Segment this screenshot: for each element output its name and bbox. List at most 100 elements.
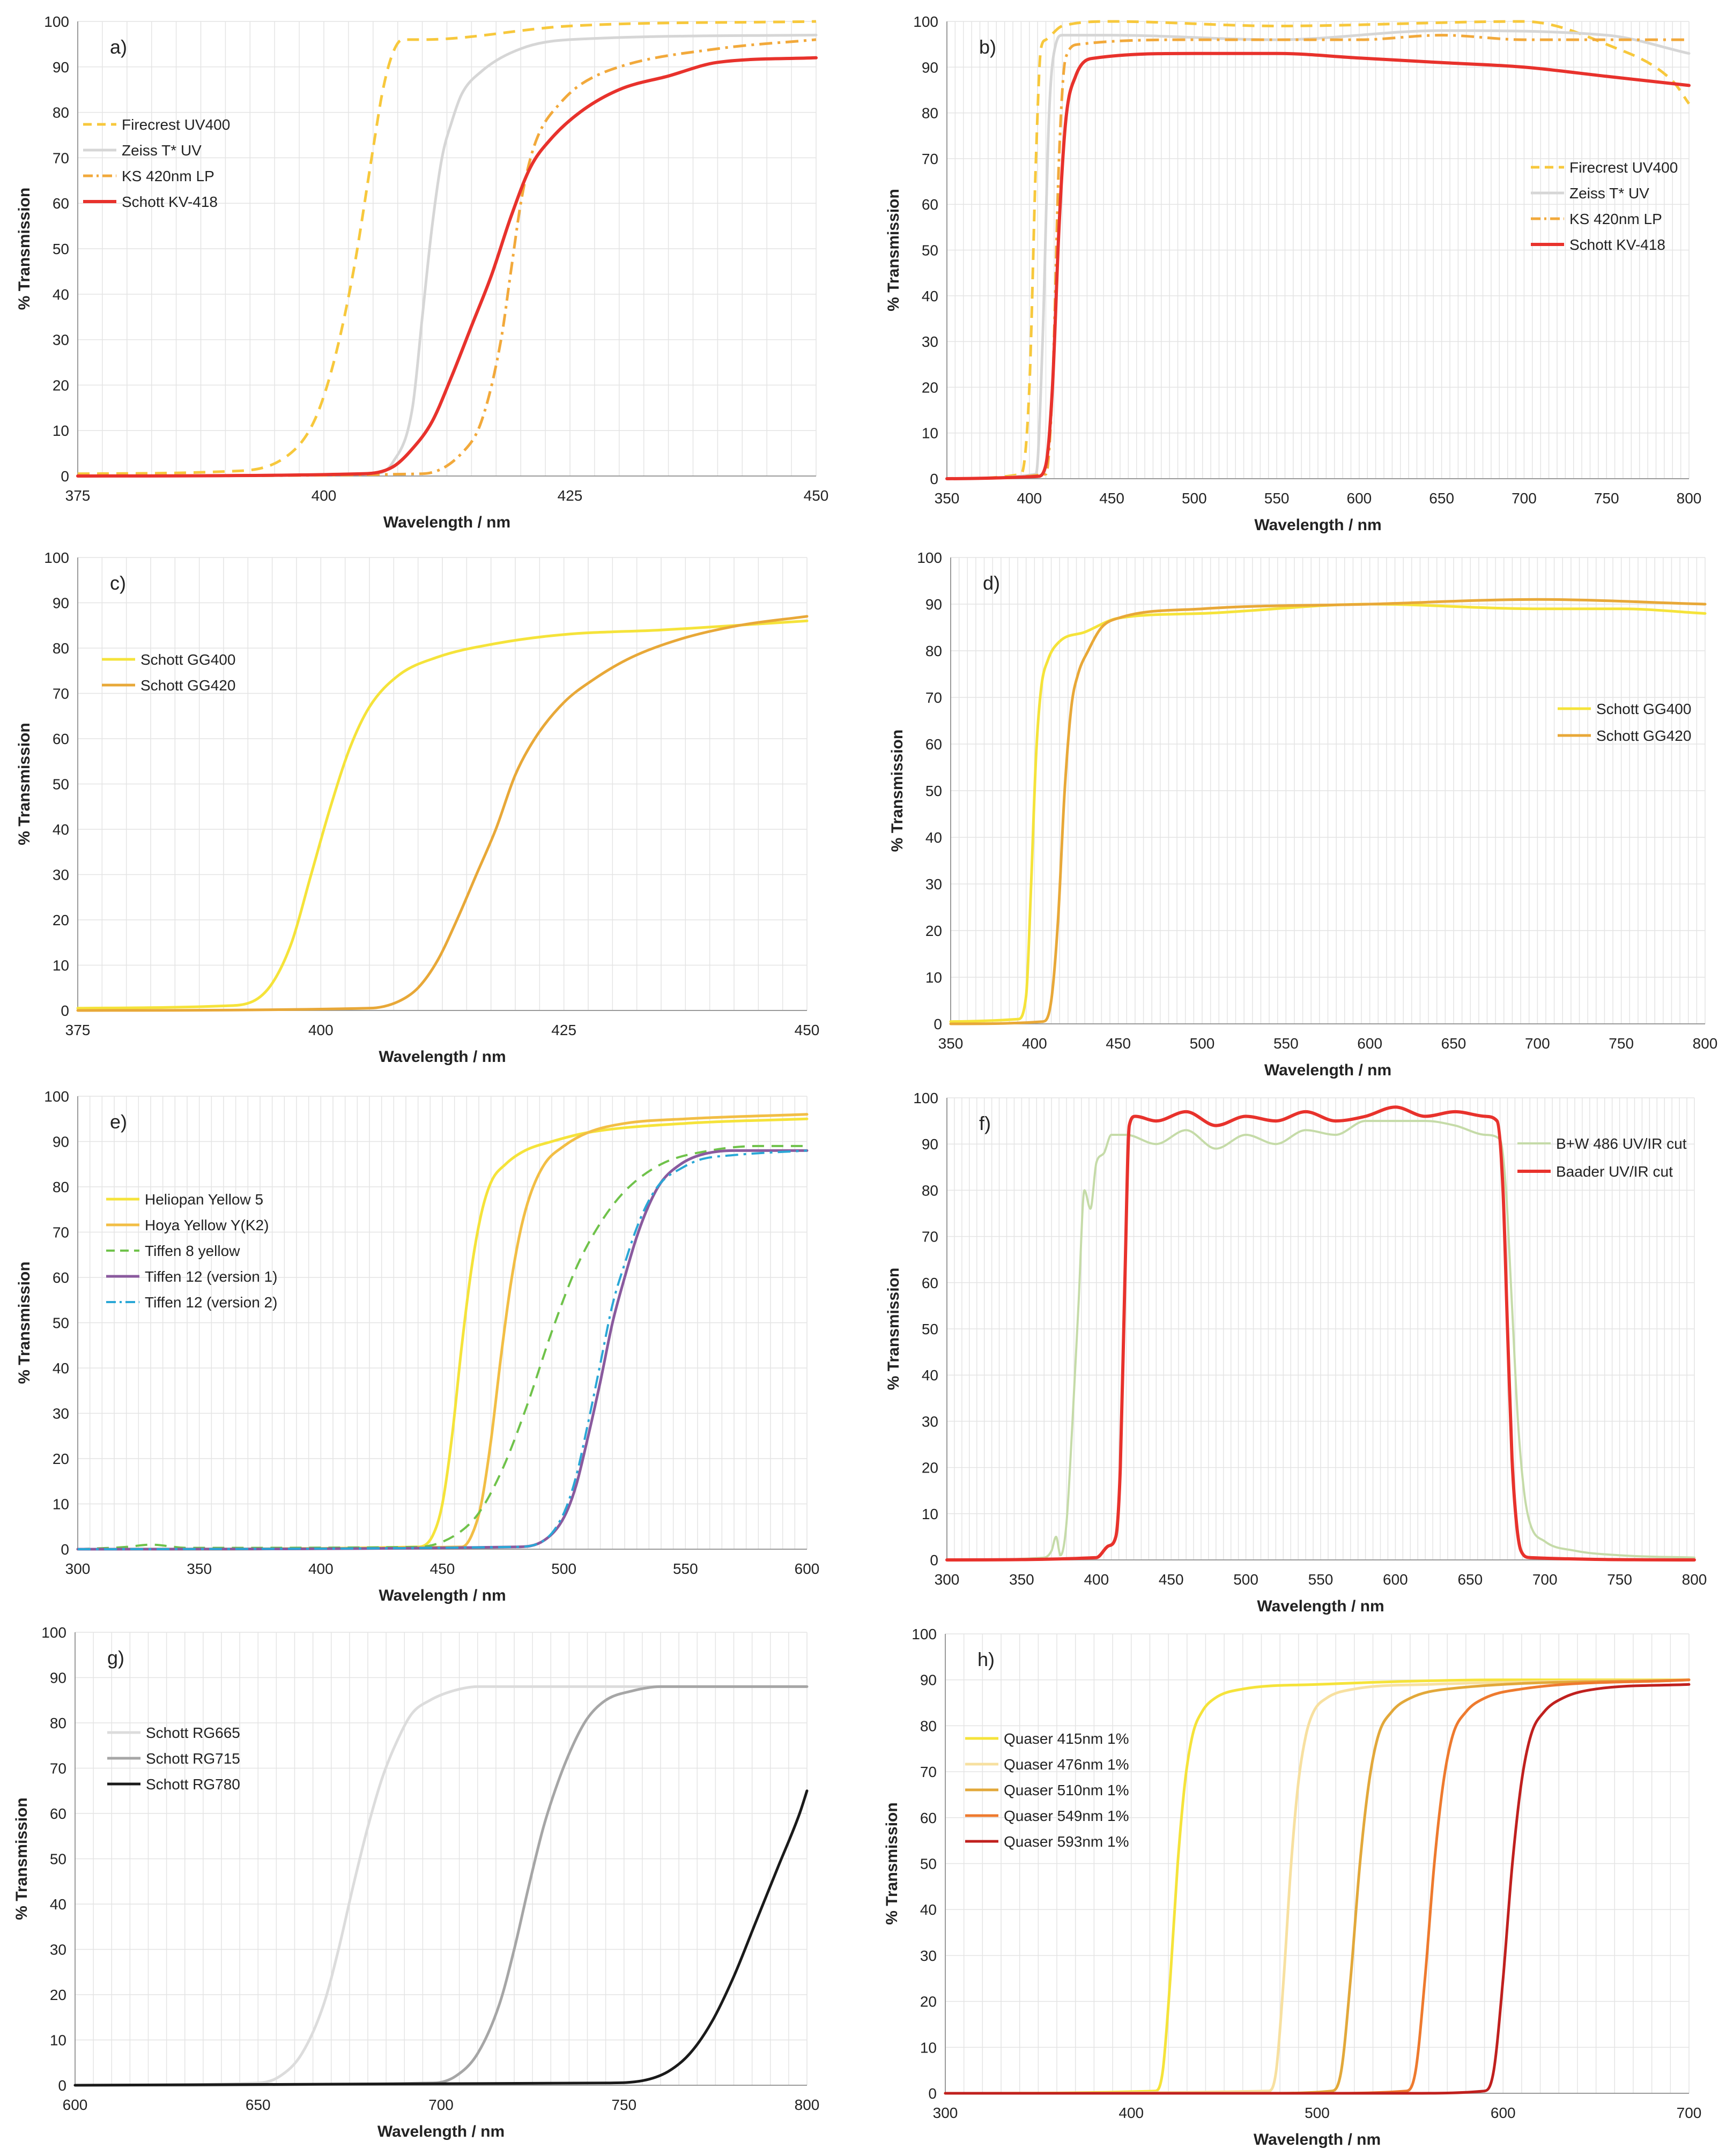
x-tick-label: 400: [1022, 1035, 1047, 1052]
y-tick-label: 30: [922, 1413, 938, 1430]
x-tick-label: 700: [1532, 1571, 1558, 1588]
y-tick-label: 100: [912, 1626, 937, 1642]
y-tick-label: 10: [53, 1496, 69, 1513]
x-tick-label: 375: [65, 1022, 91, 1038]
x-tick-label: 650: [1429, 490, 1454, 507]
x-axis-title: Wavelength / nm: [1254, 2131, 1381, 2148]
y-axis-title: % Transmission: [16, 188, 33, 310]
x-tick-label: 350: [935, 490, 960, 507]
y-tick-label: 50: [53, 241, 69, 257]
y-tick-label: 0: [930, 1552, 938, 1568]
x-tick-label: 550: [673, 1560, 698, 1577]
x-tick-label: 300: [933, 2105, 958, 2121]
x-tick-label: 650: [1457, 1571, 1483, 1588]
x-axis-title: Wavelength / nm: [377, 2123, 505, 2140]
y-tick-label: 80: [53, 640, 69, 657]
y-tick-label: 80: [920, 1718, 937, 1734]
chart-panel-6: 0 10 20 30 40 50 60 70 80 90 100 300 350 400 450 500 550…: [885, 1090, 1707, 1615]
x-tick-label: 650: [246, 2096, 271, 2113]
series-line-4: [76, 56, 818, 478]
y-tick-label: 70: [925, 689, 942, 706]
y-tick-label: 70: [920, 1764, 937, 1780]
legend-label: Schott GG420: [140, 677, 235, 694]
y-tick-label: 40: [53, 286, 69, 303]
y-tick-label: 80: [925, 643, 942, 659]
legend-label: Baader UV/IR cut: [1556, 1163, 1673, 1180]
x-tick-label: 425: [551, 1022, 576, 1038]
y-tick-label: 50: [925, 783, 942, 799]
legend-label: Quaser 510nm 1%: [1004, 1782, 1129, 1798]
series-line-3: [77, 1144, 807, 1550]
chart-panel-4: 0 10 20 30 40 50 60 70 80 90 100 350 400 450 500 550 600…: [888, 549, 1717, 1079]
y-tick-label: 20: [925, 923, 942, 939]
series-line-1: [77, 20, 817, 475]
x-tick-label: 450: [430, 1560, 455, 1577]
y-tick-label: 40: [53, 1360, 69, 1377]
x-tick-label: 300: [935, 1571, 960, 1588]
x-tick-label: 300: [65, 1560, 91, 1577]
y-tick-label: 70: [50, 1760, 66, 1777]
x-tick-label: 350: [187, 1560, 212, 1577]
y-tick-label: 50: [53, 776, 69, 793]
y-tick-label: 70: [53, 150, 69, 166]
x-axis-title: Wavelength / nm: [379, 1587, 506, 1604]
x-tick-label: 400: [1118, 2105, 1144, 2121]
x-axis-title: Wavelength / nm: [379, 1048, 506, 1066]
x-tick-label: 450: [804, 487, 829, 504]
legend-label: Quaser 549nm 1%: [1004, 1808, 1129, 1824]
x-tick-label: 750: [1594, 490, 1619, 507]
x-tick-label: 750: [1609, 1035, 1634, 1052]
y-tick-label: 40: [53, 821, 69, 838]
x-tick-label: 500: [551, 1560, 576, 1577]
y-axis-title: % Transmission: [885, 1268, 902, 1390]
legend-label: Firecrest UV400: [122, 116, 230, 133]
y-tick-label: 30: [925, 876, 942, 893]
y-tick-label: 80: [53, 105, 69, 121]
y-tick-label: 50: [920, 1856, 937, 1872]
x-tick-label: 800: [795, 2096, 820, 2113]
x-tick-label: 500: [1305, 2105, 1330, 2121]
x-tick-label: 375: [65, 487, 91, 504]
x-tick-label: 550: [1273, 1035, 1299, 1052]
legend-label: Schott GG400: [1596, 701, 1691, 717]
y-axis-title: % Transmission: [888, 730, 906, 852]
x-axis-title: Wavelength / nm: [383, 514, 510, 531]
y-tick-label: 100: [913, 13, 938, 30]
y-axis-title: % Transmission: [16, 1261, 33, 1384]
y-axis-title: % Transmission: [883, 1802, 901, 1924]
legend-label: Quaser 476nm 1%: [1004, 1756, 1129, 1773]
x-tick-label: 400: [1017, 490, 1042, 507]
y-tick-label: 10: [922, 1506, 938, 1522]
x-tick-label: 800: [1677, 490, 1702, 507]
series-line-3: [77, 38, 817, 478]
y-tick-label: 0: [930, 471, 938, 487]
legend-label: Hoya Yellow Y(K2): [145, 1217, 269, 1233]
legend-label: Zeiss T* UV: [1569, 185, 1649, 202]
panel-label: b): [979, 36, 996, 58]
y-tick-label: 30: [922, 333, 938, 350]
panel-label: g): [107, 1647, 124, 1669]
x-tick-label: 550: [1264, 490, 1290, 507]
y-tick-label: 10: [50, 2032, 66, 2049]
x-tick-label: 700: [428, 2096, 454, 2113]
x-tick-label: 400: [308, 1560, 334, 1577]
x-tick-label: 400: [312, 487, 337, 504]
x-tick-label: 600: [63, 2096, 88, 2113]
y-tick-label: 90: [50, 1670, 66, 1686]
x-axis-title: Wavelength / nm: [1264, 1061, 1391, 1079]
legend-label: KS 420nm LP: [122, 168, 214, 184]
y-tick-label: 20: [53, 1451, 69, 1467]
x-axis-title: Wavelength / nm: [1257, 1597, 1384, 1615]
y-tick-label: 100: [917, 549, 942, 566]
x-tick-label: 425: [558, 487, 583, 504]
x-tick-label: 800: [1693, 1035, 1718, 1052]
y-tick-label: 0: [61, 1541, 69, 1558]
y-tick-label: 90: [922, 59, 938, 76]
y-tick-label: 40: [922, 1367, 938, 1384]
y-tick-label: 40: [925, 829, 942, 846]
series-line-1: [946, 1120, 1695, 1561]
y-tick-label: 90: [922, 1136, 938, 1153]
x-tick-label: 400: [1084, 1571, 1109, 1588]
y-tick-label: 70: [53, 686, 69, 702]
